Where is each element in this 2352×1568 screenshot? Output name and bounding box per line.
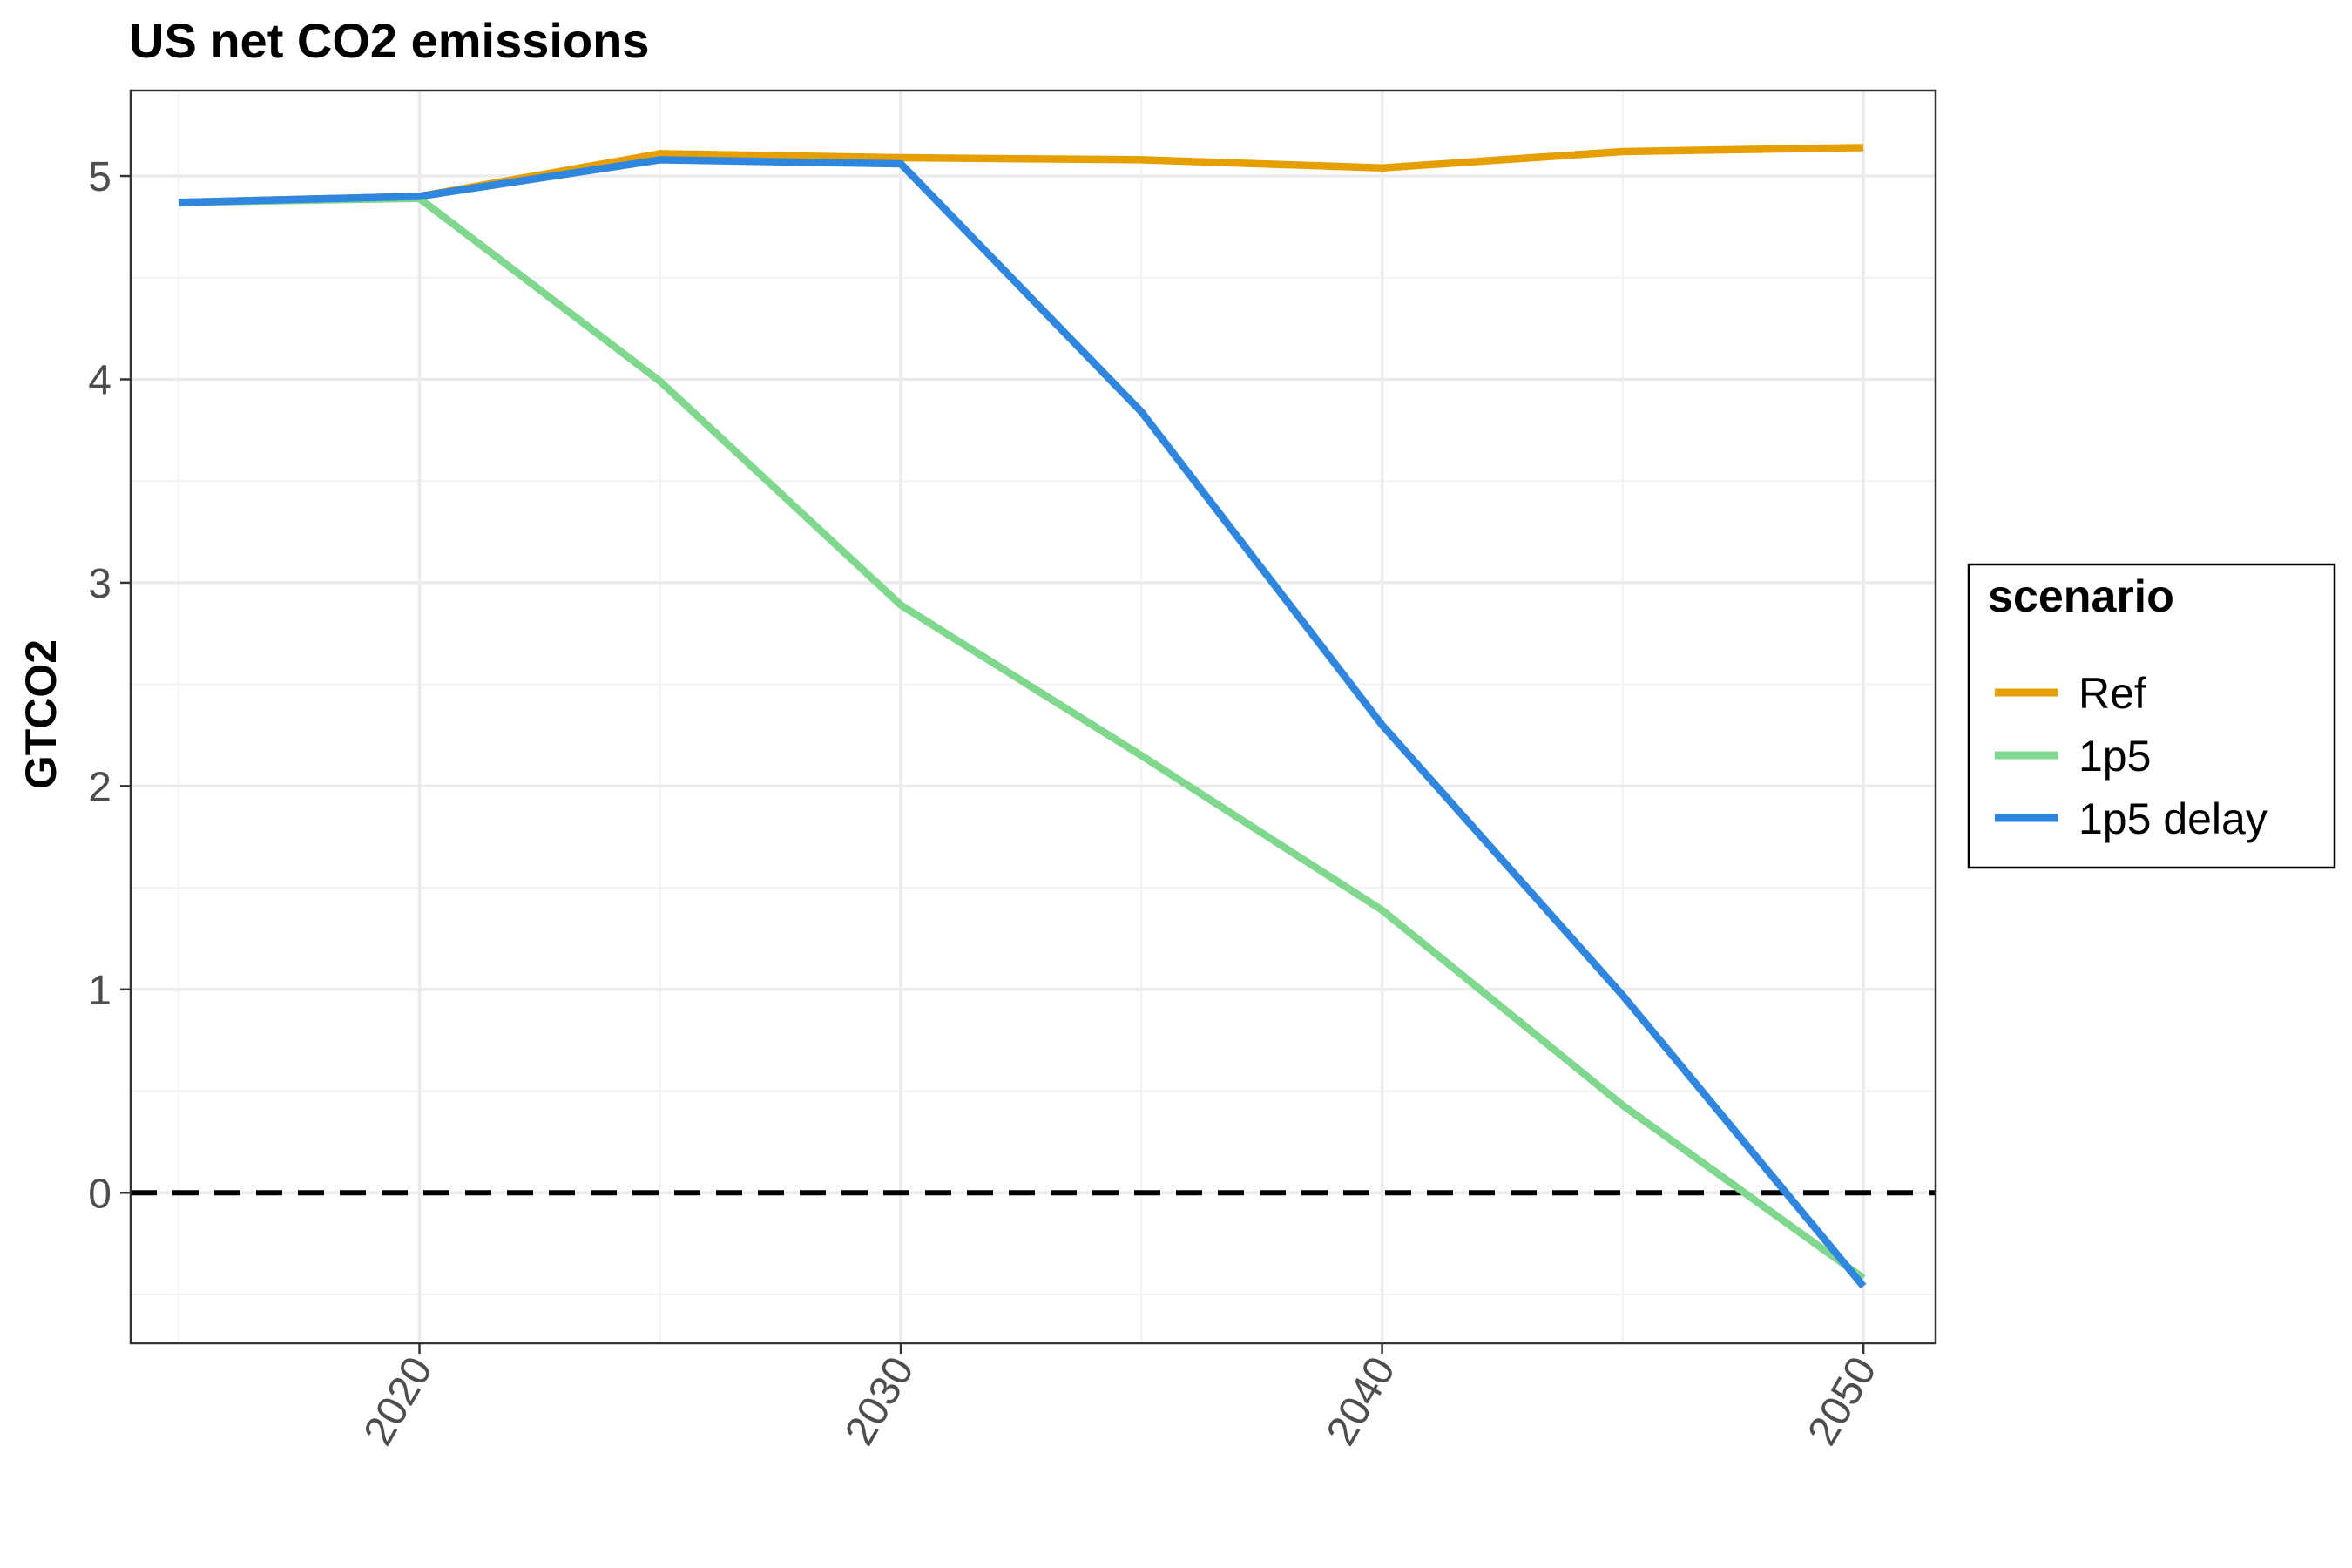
x-tick-label: 2050 [1799, 1349, 1885, 1453]
y-tick-label: 0 [88, 1171, 112, 1217]
y-tick-label: 4 [88, 357, 112, 403]
x-tick-label: 2020 [355, 1349, 442, 1453]
y-tick-label: 5 [88, 154, 112, 200]
y-tick-label: 3 [88, 561, 112, 607]
series-line-1p5 [179, 194, 1866, 1281]
legend-label: Ref [2078, 669, 2146, 718]
y-axis-ticks: 0 1 2 3 4 5 [88, 154, 131, 1217]
x-axis-ticks: 2020 2030 2040 2050 [355, 1343, 1886, 1453]
legend: scenario Ref 1p5 1p5 delay [1967, 563, 2336, 869]
plot-frame [129, 89, 1937, 1345]
minor-gridlines [131, 91, 1936, 1343]
legend-title: scenario [1988, 571, 2174, 622]
x-tick-label: 2030 [836, 1349, 923, 1453]
y-tick-label: 1 [88, 968, 112, 1014]
plot-border [129, 89, 1937, 1345]
chart-title: US net CO2 emissions [129, 13, 650, 68]
y-axis-label: GTCO2 [17, 639, 65, 789]
series-lines [179, 144, 1867, 1289]
y-tick-label: 2 [88, 764, 112, 810]
legend-label: 1p5 [2078, 732, 2151, 781]
x-tick-label: 2040 [1318, 1349, 1404, 1453]
legend-label: 1p5 delay [2078, 794, 2268, 843]
series-line-1p5-delay [179, 156, 1867, 1289]
